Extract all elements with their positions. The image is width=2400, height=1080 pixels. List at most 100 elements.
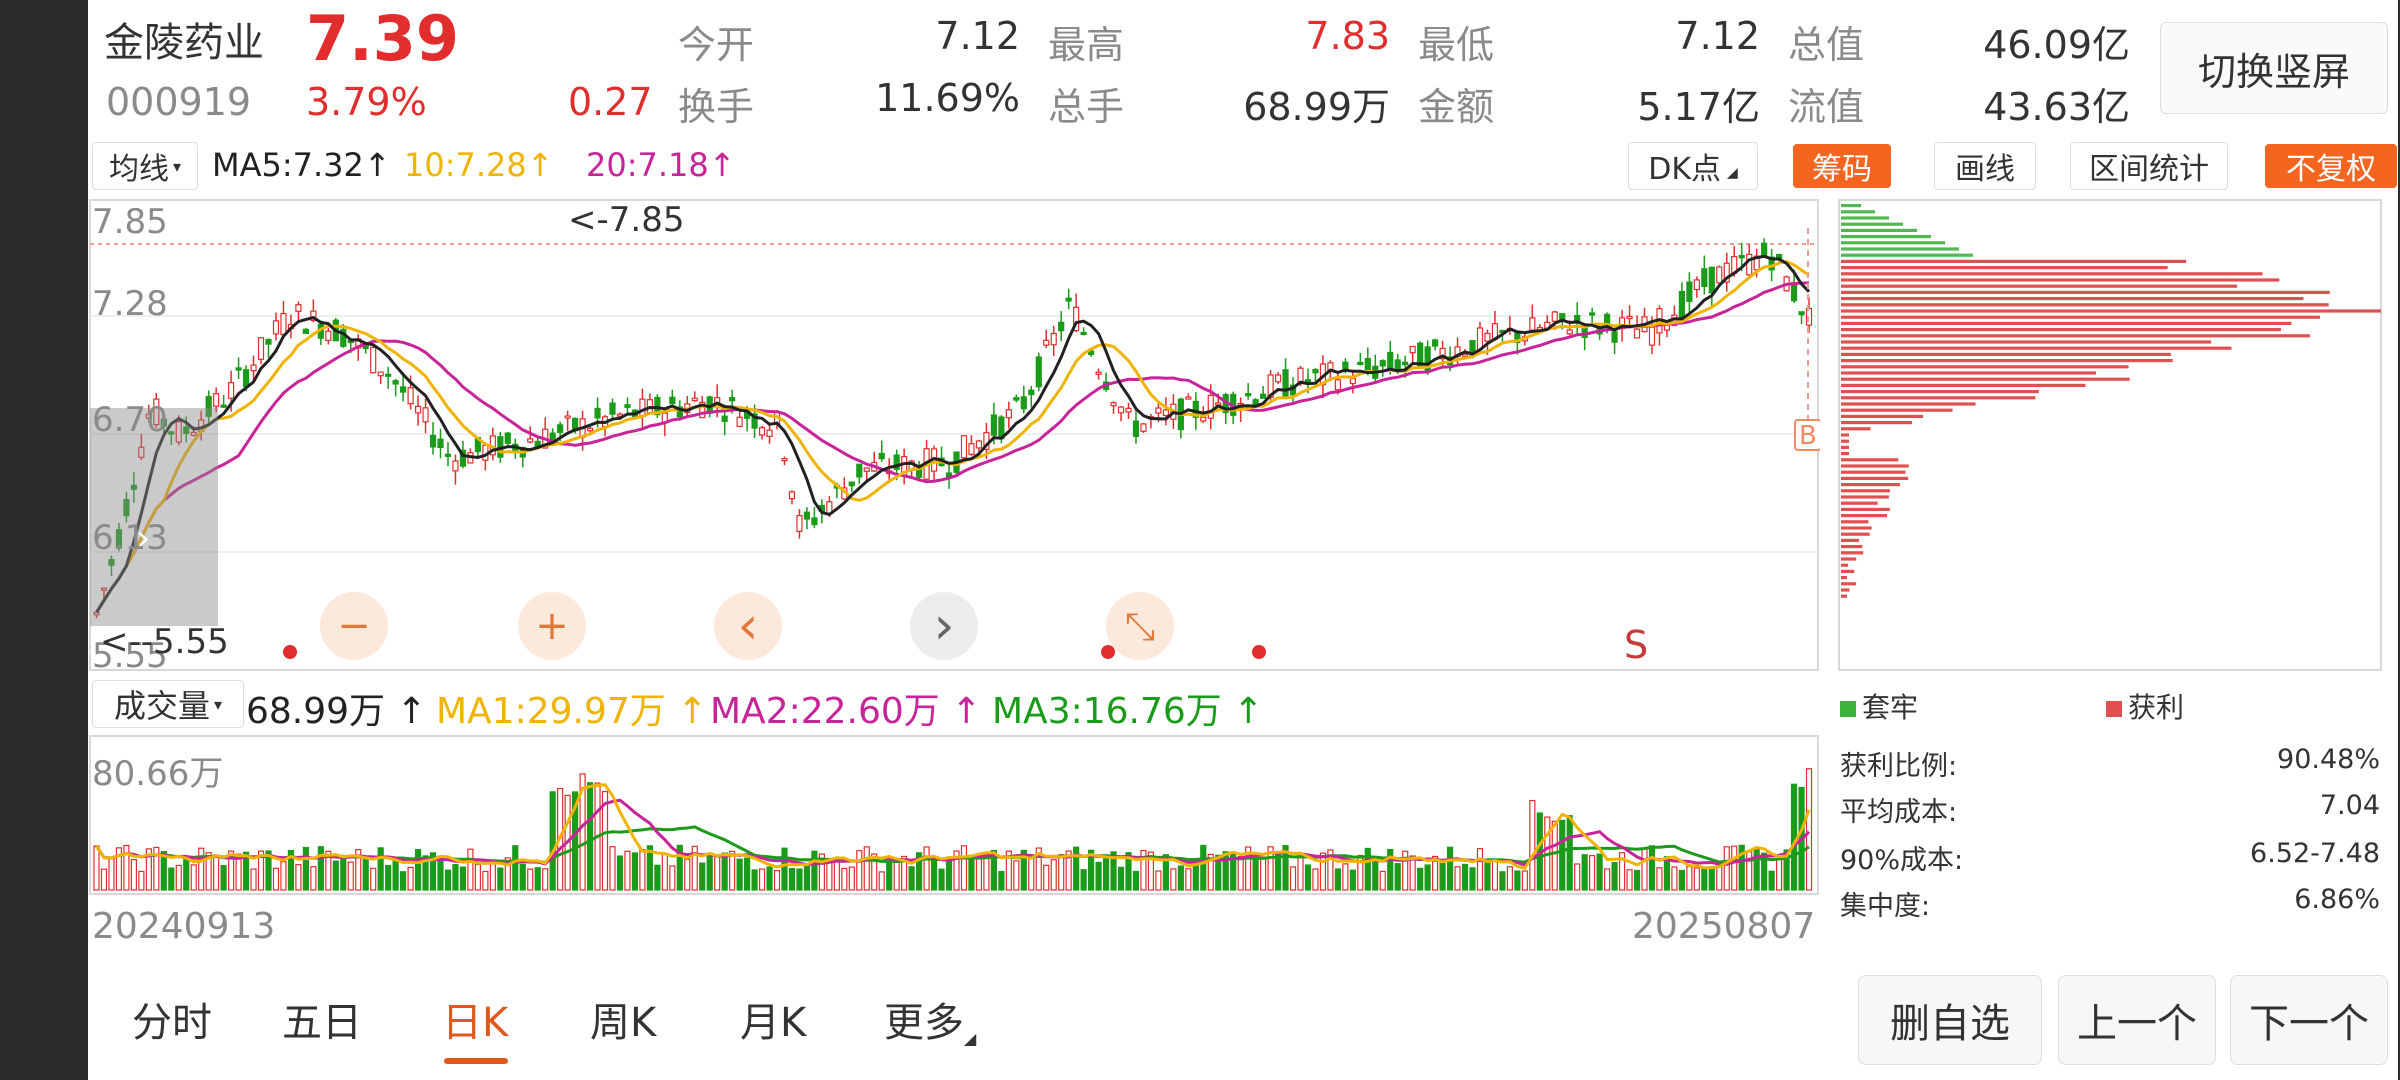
remove-watchlist-button[interactable]: 删自选 [1858, 975, 2042, 1065]
volume-bar [504, 857, 511, 891]
tab-five-day[interactable]: 五日 [282, 1000, 362, 1046]
volume-bar [646, 845, 653, 891]
volume-bar [893, 861, 900, 891]
chip-bar [1841, 445, 1849, 449]
volume-bar [1693, 867, 1700, 891]
indicator-selector[interactable]: 均线 ▾ [92, 142, 198, 190]
volume-bar [1260, 856, 1267, 891]
candle-body [1723, 262, 1730, 283]
chips-button[interactable]: 筹码 [1793, 144, 1891, 188]
volume-bar [1327, 849, 1334, 891]
stat-value: 11.69% [875, 76, 1020, 120]
chip-bar [1841, 204, 1861, 208]
start-date: 20240913 [92, 906, 276, 947]
candle-body [1357, 361, 1364, 366]
volume-bar [1402, 850, 1409, 891]
tab-more[interactable]: 更多◢ [884, 990, 976, 1048]
volume-bar [1357, 854, 1364, 891]
next-stock-button[interactable]: 下一个 [2230, 975, 2388, 1065]
candle-body [280, 312, 287, 336]
scroll-left-button[interactable]: ‹ [714, 592, 782, 660]
dk-point-button[interactable]: DK点 ◢ [1628, 142, 1758, 190]
candle-body [1589, 312, 1596, 316]
volume-bar [1043, 864, 1050, 891]
candle-body [1192, 400, 1199, 418]
scroll-right-button[interactable]: › [910, 592, 978, 660]
zoom-in-button[interactable]: + [518, 592, 586, 660]
volume-indicator-selector[interactable]: 成交量 ▾ [92, 680, 244, 728]
candle-body [437, 438, 444, 448]
candle-body [960, 435, 968, 459]
candle-body [586, 427, 594, 432]
volume-chart[interactable] [88, 734, 1820, 896]
volume-bar [1805, 768, 1813, 891]
volume-bar [100, 868, 108, 891]
candle-body [1798, 311, 1805, 316]
chip-bar [1841, 228, 1917, 232]
up-arrow-icon: ↑ [951, 691, 982, 732]
volume-bar [1020, 849, 1027, 891]
ma10-value: 10:7.28↑ [404, 146, 554, 184]
candle-body [788, 491, 796, 500]
tab-daily-k[interactable]: 日K [442, 1000, 509, 1046]
chip-bar [1841, 470, 1906, 474]
tab-intraday[interactable]: 分时 [132, 1000, 212, 1046]
draw-line-button[interactable]: 画线 [1934, 142, 2036, 190]
volume-bar [1761, 852, 1768, 891]
previous-stock-button[interactable]: 上一个 [2058, 975, 2216, 1065]
volume-bar [1237, 855, 1244, 891]
y-label-7-85: 7.85 [92, 202, 168, 242]
candle-body [153, 398, 160, 426]
buy-signal-box [1794, 419, 1820, 451]
candle-body [392, 380, 399, 385]
chip-bar [1841, 594, 1847, 598]
volume-bar [183, 857, 190, 891]
kline-chart[interactable]: › S B [88, 198, 1820, 672]
candle-body [400, 386, 407, 393]
no-adjust-button[interactable]: 不复权 [2265, 144, 2397, 188]
candle-body [1207, 394, 1214, 419]
collapse-icon[interactable]: ⤡ [1106, 592, 1174, 660]
stat-value: 7.12 [1675, 14, 1760, 58]
chip-bar [1841, 371, 2097, 375]
current-price: 7.39 [306, 2, 459, 75]
volume-bar [1604, 868, 1611, 891]
ma5-line [95, 254, 1811, 614]
chip-bar [1841, 582, 1857, 586]
volume-bar [998, 870, 1005, 891]
chip-bar [1841, 241, 1945, 245]
candle-body [811, 517, 818, 526]
candle-body [1663, 324, 1671, 331]
candle-body [444, 453, 452, 457]
volume-selector-label: 成交量 [113, 687, 210, 725]
volume-bar [1132, 870, 1140, 891]
chip-bar [1841, 309, 2381, 313]
candle-body [108, 559, 115, 566]
tab-weekly-k[interactable]: 周K [590, 1000, 657, 1046]
volume-bar [1364, 847, 1371, 891]
tab-monthly-k[interactable]: 月K [740, 1000, 807, 1046]
volume-bar [168, 867, 175, 891]
candle-body [1185, 396, 1192, 400]
vol-ma1: MA1:29.97万 ↑ [436, 682, 707, 734]
zoom-out-button[interactable]: − [320, 592, 388, 660]
volume-bar [512, 845, 519, 891]
switch-portrait-button[interactable]: 切换竖屏 [2160, 22, 2388, 114]
end-date: 20250807 [1632, 906, 1816, 947]
range-stats-button[interactable]: 区间统计 [2070, 142, 2228, 190]
volume-bar [474, 863, 481, 891]
chip-bars [1841, 204, 2381, 598]
candle-body [190, 431, 197, 436]
candle-body [1776, 253, 1783, 259]
stat-value: 5.17亿 [1637, 85, 1760, 129]
corner-triangle-icon: ◢ [1727, 165, 1738, 181]
green-square-icon [1840, 701, 1856, 717]
candle-body [1716, 266, 1723, 284]
candle-body [183, 426, 190, 434]
volume-bar [295, 864, 302, 891]
volume-bar [1454, 866, 1461, 891]
volume-bar [482, 870, 489, 891]
volume-bar [265, 850, 272, 891]
stat-value: 43.63亿 [1983, 85, 2130, 129]
candle-body [93, 611, 100, 616]
